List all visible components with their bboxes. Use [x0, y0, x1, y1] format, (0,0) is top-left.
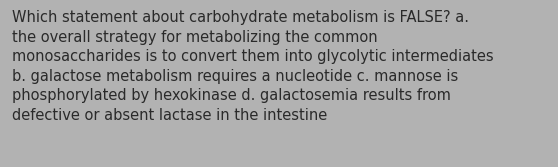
Text: Which statement about carbohydrate metabolism is FALSE? a.
the overall strategy : Which statement about carbohydrate metab…	[12, 10, 494, 123]
